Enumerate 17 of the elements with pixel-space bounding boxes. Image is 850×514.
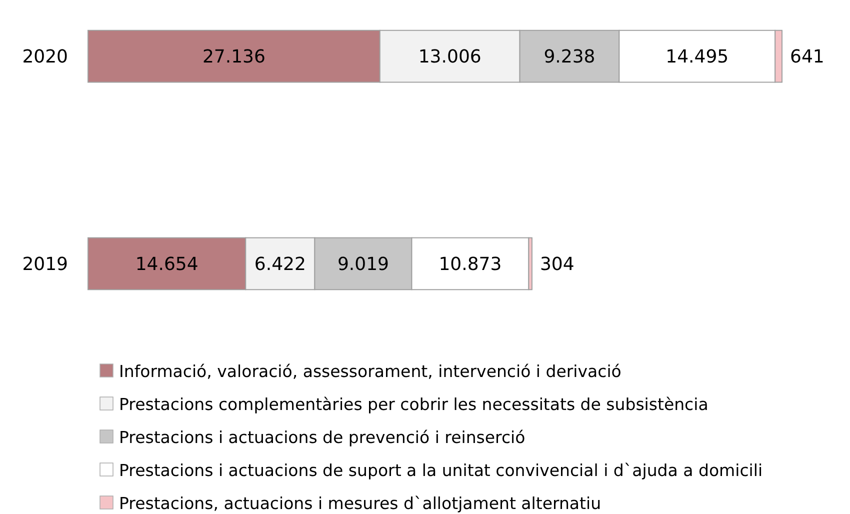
data-label: 27.136	[202, 46, 266, 68]
data-label: 14.495	[666, 46, 729, 68]
data-label: 304	[540, 254, 574, 276]
data-label: 641	[790, 46, 824, 68]
data-label: 9.019	[337, 254, 389, 276]
y-tick-label: 2019	[22, 254, 68, 276]
legend-label: Prestacions, actuacions i mesures d`allotjament alternatiu	[119, 494, 602, 513]
data-label: 6.422	[254, 254, 306, 276]
data-label: 14.654	[135, 254, 198, 276]
legend-label: Prestacions complementàries per cobrir les necessitats de subsistència	[119, 394, 708, 414]
legend-label: Prestacions i actuacions de prevenció i reinserció	[119, 428, 526, 447]
data-label: 9.238	[544, 46, 596, 68]
y-tick-label: 2020	[22, 46, 68, 68]
legend-label: Informació, valoració, assessorament, intervenció i derivació	[119, 362, 622, 381]
data-label: 10.873	[438, 254, 502, 276]
data-label: 13.006	[418, 46, 482, 68]
legend-label: Prestacions i actuacions de suport a la unitat convivencial i d`ajuda a domicili	[119, 460, 763, 480]
